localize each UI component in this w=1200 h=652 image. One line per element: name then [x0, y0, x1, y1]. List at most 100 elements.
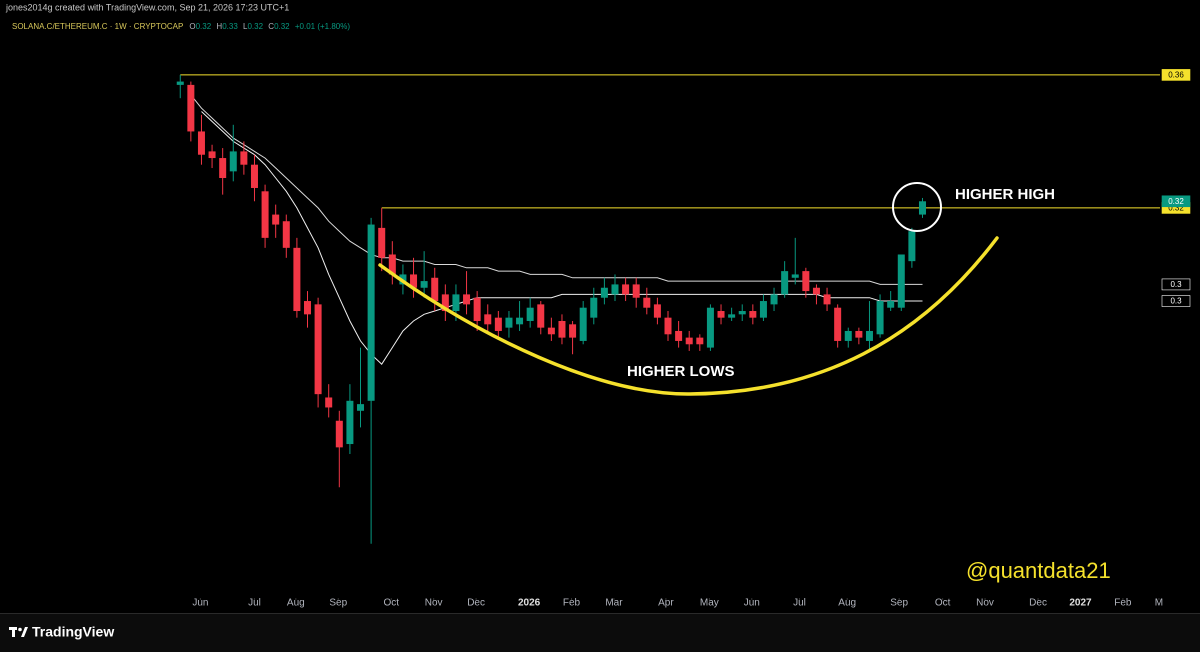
candle-body: [632, 284, 640, 298]
brand-logo: TradingView: [9, 624, 114, 640]
candle-body: [876, 301, 884, 335]
candle-body: [473, 297, 481, 321]
candle-body: [579, 307, 587, 341]
candle-body: [908, 231, 916, 262]
candle-body: [325, 397, 333, 408]
moving-average: [190, 94, 923, 285]
x-tick-label: Oct: [935, 598, 951, 609]
annotation: HIGHER HIGH: [955, 186, 1055, 203]
candle-body: [431, 277, 439, 302]
candle-body: [463, 294, 471, 305]
candle-body: [781, 271, 789, 295]
candle-body: [250, 164, 258, 188]
ma-label: 0.3: [1170, 280, 1182, 289]
candle-body: [229, 151, 237, 172]
candle-body: [865, 330, 873, 341]
candle-body: [441, 294, 449, 312]
symbol-legend: SOLANA.C/ETHEREUM.C · 1W · CRYPTOCAP O0.…: [12, 22, 350, 31]
change: +0.01 (+1.80%): [295, 22, 350, 31]
x-tick-label: 2027: [1069, 598, 1092, 609]
candle-body: [494, 317, 502, 331]
candle-body: [918, 201, 926, 215]
candle-body: [897, 254, 905, 308]
level-label-bg: [1161, 69, 1191, 81]
candle-body: [335, 420, 343, 448]
brand: TradingView: [32, 624, 114, 640]
cup-curve: [378, 236, 999, 396]
ohlc-label: H: [216, 22, 222, 31]
candle-body: [622, 284, 630, 295]
candle-body: [346, 400, 354, 445]
candle-body: [303, 301, 311, 315]
x-tick-label: Feb: [563, 598, 581, 609]
moving-average: [201, 111, 923, 365]
candle-body: [558, 320, 566, 338]
candle-body: [378, 227, 386, 258]
candle-body: [282, 221, 290, 248]
candle-body: [802, 271, 810, 292]
candle-body: [357, 404, 365, 411]
candle-body: [537, 304, 545, 328]
candle-body: [219, 158, 227, 179]
candle-body: [176, 81, 184, 85]
x-tick-label: Dec: [467, 598, 485, 609]
logo-shape: [18, 627, 22, 632]
candle-body: [410, 274, 418, 288]
x-tick-label: Nov: [976, 598, 994, 609]
x-tick-label: 2026: [518, 598, 541, 609]
ohlc-value: 0.32: [247, 22, 263, 31]
logo-shape: [21, 627, 28, 637]
candle-body: [706, 307, 714, 348]
author-line: jones2014g created with TradingView.com,…: [5, 2, 289, 12]
candle-body: [685, 337, 693, 345]
candle-body: [770, 294, 778, 305]
candle-body: [526, 307, 534, 321]
watermark: @quantdata21: [966, 558, 1111, 583]
x-tick-label: Dec: [1029, 598, 1047, 609]
ma-label: 0.3: [1170, 297, 1182, 306]
x-tick-label: Jun: [192, 598, 208, 609]
x-tick-label: Sep: [329, 598, 347, 609]
x-tick-label: May: [700, 598, 719, 609]
x-tick-label: Sep: [890, 598, 908, 609]
ohlc-label: O: [189, 22, 195, 31]
level-label: 0.32: [1168, 204, 1184, 213]
ohlc-label: C: [268, 22, 274, 31]
candle-body: [261, 191, 269, 238]
candle-body: [653, 304, 661, 318]
last-price-label: 0.32: [1168, 197, 1184, 206]
ohlc-value: 0.32: [196, 22, 212, 31]
candle-body: [197, 131, 205, 155]
x-tick-label: M: [1155, 598, 1163, 609]
candle-body: [388, 254, 396, 275]
candle-body: [314, 304, 322, 395]
candle-body: [696, 337, 704, 345]
footer-bar: [0, 614, 1200, 652]
candle-body: [516, 317, 524, 325]
candle-body: [208, 151, 216, 159]
candle-body: [844, 330, 852, 341]
candle-body: [590, 297, 598, 318]
x-tick-label: Jul: [248, 598, 261, 609]
x-tick-label: Nov: [425, 598, 443, 609]
candle-body: [272, 214, 280, 225]
candle-body: [187, 84, 195, 132]
candle-body: [823, 294, 831, 305]
candle-body: [547, 327, 555, 335]
candle-body: [643, 297, 651, 308]
symbol: SOLANA.C/ETHEREUM.C · 1W · CRYPTOCAP: [12, 22, 183, 31]
x-tick-label: Aug: [838, 598, 856, 609]
ohlc-value: 0.33: [222, 22, 238, 31]
ohlc-label: L: [243, 22, 248, 31]
level-label: 0.36: [1168, 71, 1184, 80]
candle-body: [420, 281, 428, 288]
candle-body: [738, 311, 746, 315]
candle-body: [452, 294, 460, 312]
candle-body: [367, 224, 375, 401]
annotation: HIGHER LOWS: [627, 363, 735, 380]
candle-body: [728, 314, 736, 318]
candle-body: [834, 307, 842, 341]
